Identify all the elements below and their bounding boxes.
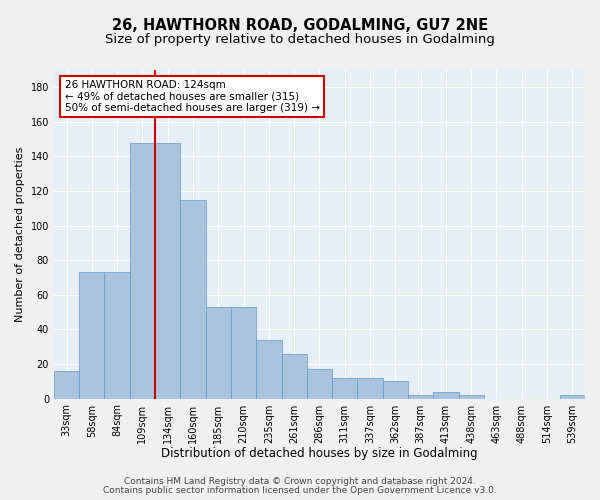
Bar <box>383 382 408 398</box>
Text: Contains HM Land Registry data © Crown copyright and database right 2024.: Contains HM Land Registry data © Crown c… <box>124 477 476 486</box>
X-axis label: Distribution of detached houses by size in Godalming: Distribution of detached houses by size … <box>161 447 478 460</box>
Text: Contains public sector information licensed under the Open Government Licence v3: Contains public sector information licen… <box>103 486 497 495</box>
Y-axis label: Number of detached properties: Number of detached properties <box>15 146 25 322</box>
Bar <box>281 354 307 399</box>
Text: Size of property relative to detached houses in Godalming: Size of property relative to detached ho… <box>105 32 495 46</box>
Text: 26 HAWTHORN ROAD: 124sqm
← 49% of detached houses are smaller (315)
50% of semi-: 26 HAWTHORN ROAD: 124sqm ← 49% of detach… <box>65 80 320 113</box>
Bar <box>181 200 206 398</box>
Bar <box>104 272 130 398</box>
Bar <box>408 395 433 398</box>
Bar <box>231 307 256 398</box>
Bar <box>307 369 332 398</box>
Bar <box>458 395 484 398</box>
Bar <box>256 340 281 398</box>
Bar <box>358 378 383 398</box>
Bar <box>54 371 79 398</box>
Bar <box>206 307 231 398</box>
Bar <box>332 378 358 398</box>
Text: 26, HAWTHORN ROAD, GODALMING, GU7 2NE: 26, HAWTHORN ROAD, GODALMING, GU7 2NE <box>112 18 488 32</box>
Bar <box>433 392 458 398</box>
Bar <box>155 142 181 398</box>
Bar <box>79 272 104 398</box>
Bar <box>130 142 155 398</box>
Bar <box>560 395 585 398</box>
